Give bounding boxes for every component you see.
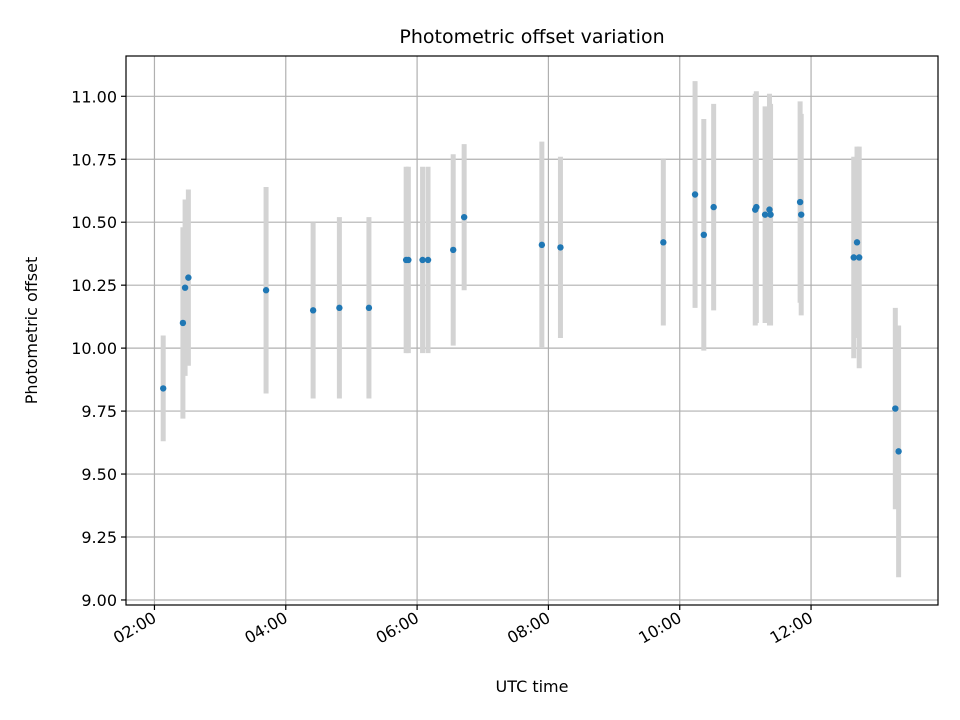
data-point [181,284,189,291]
data-point [185,274,192,281]
x-axis-ticks: 02:00 04:00 06:00 08:00 10:00 12:00 [110,605,816,648]
y-tick-label: 10.50 [71,213,117,232]
data-point [309,307,317,314]
data-point [660,239,667,246]
data-point [710,203,717,211]
plot-frame [125,55,939,606]
y-tick-label: 9.75 [81,402,117,421]
data-point [798,211,805,218]
data-point [160,385,167,392]
data-point [336,304,343,312]
data-point [767,211,774,218]
data-point [753,203,760,211]
y-tick-label: 9.50 [81,465,117,484]
data-point [892,405,899,412]
x-tick-label: 10:00 [635,608,684,648]
y-tick-label: 9.00 [81,591,117,610]
data-point [700,231,708,239]
data-point [538,241,546,249]
data-point [419,256,426,264]
y-axis-ticks: 9.00 9.25 9.50 9.75 10.00 10.25 10.50 10.75 11.0… [71,87,126,610]
data-point [856,254,863,261]
y-axis-title: Photometric offset [22,257,41,405]
x-tick-label: 12:00 [767,608,816,648]
x-tick-label: 08:00 [504,608,553,648]
y-tick-label: 11.00 [71,87,117,106]
data-point [853,239,861,246]
error-bar-layer [160,81,902,578]
data-point [460,213,468,221]
data-point [850,254,857,261]
data-point [796,198,804,206]
data-point [424,256,432,264]
x-tick-label: 04:00 [241,608,290,648]
y-tick-label: 10.25 [71,276,117,295]
y-tick-label: 10.75 [71,150,117,169]
data-point [450,246,457,254]
data-point [691,191,699,198]
x-tick-label: 02:00 [110,608,159,648]
x-axis-title: UTC time [496,677,569,696]
y-tick-label: 10.00 [71,339,117,358]
data-point [895,448,902,455]
y-tick-label: 9.25 [81,528,117,547]
data-point [365,304,373,312]
grid-layer [126,56,938,605]
data-point [179,319,187,327]
x-tick-label: 06:00 [373,608,422,648]
data-point [761,211,769,218]
data-point [405,256,412,264]
point-layer [160,191,902,455]
data-point [557,244,564,251]
data-point [262,287,270,294]
chart-title: Photometric offset variation [399,26,664,48]
data-point [766,206,773,213]
